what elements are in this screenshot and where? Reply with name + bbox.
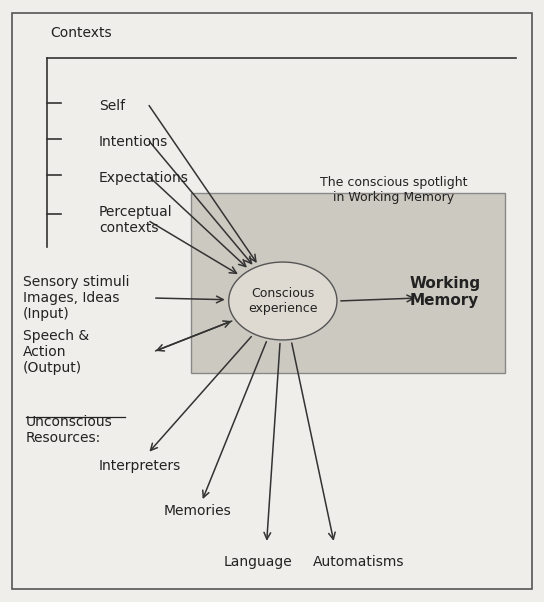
- Text: The conscious spotlight
in Working Memory: The conscious spotlight in Working Memor…: [320, 176, 467, 204]
- Text: Contexts: Contexts: [50, 26, 112, 40]
- Text: Expectations: Expectations: [99, 171, 189, 185]
- Text: Language: Language: [223, 554, 292, 569]
- Ellipse shape: [228, 262, 337, 340]
- Text: Intentions: Intentions: [99, 135, 168, 149]
- Text: Memories: Memories: [164, 504, 232, 518]
- Text: Perceptual
contexts: Perceptual contexts: [99, 205, 172, 235]
- Text: Speech &
Action
(Output): Speech & Action (Output): [23, 329, 89, 375]
- Text: Unconscious
Resources:: Unconscious Resources:: [26, 415, 113, 445]
- Text: Interpreters: Interpreters: [99, 459, 181, 473]
- FancyBboxPatch shape: [191, 193, 505, 373]
- Text: Automatisms: Automatisms: [313, 554, 404, 569]
- Text: Working
Memory: Working Memory: [410, 276, 481, 308]
- Text: Conscious
experience: Conscious experience: [248, 287, 318, 315]
- Text: Self: Self: [99, 99, 125, 113]
- Text: Sensory stimuli
Images, Ideas
(Input): Sensory stimuli Images, Ideas (Input): [23, 275, 129, 321]
